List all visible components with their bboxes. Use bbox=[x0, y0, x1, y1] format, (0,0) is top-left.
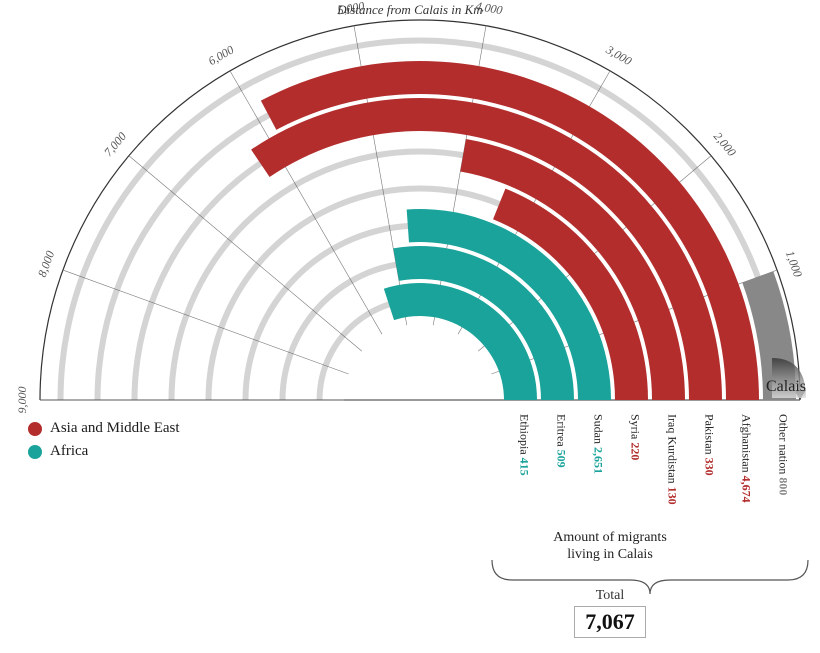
distance-tick-label: 1,000 bbox=[783, 249, 805, 279]
country-label-group: Iraq Kurdistan 130 bbox=[666, 414, 680, 505]
country-name: Afghanistan 4,674 bbox=[740, 414, 754, 503]
country-label-group: Ethiopia 415 bbox=[518, 414, 532, 476]
legend-item-africa: Africa bbox=[28, 443, 180, 460]
total-label: Total bbox=[470, 588, 750, 604]
legend-label-asia: Asia and Middle East bbox=[50, 420, 180, 437]
total-block: Total 7,067 bbox=[470, 588, 750, 638]
distance-tick-label: 6,000 bbox=[206, 43, 236, 69]
calais-label: Calais bbox=[766, 378, 806, 396]
legend-item-asia: Asia and Middle East bbox=[28, 420, 180, 437]
country-name: Iraq Kurdistan 130 bbox=[666, 414, 680, 505]
country-label-group: Sudan 2,651 bbox=[592, 414, 606, 474]
total-value: 7,067 bbox=[574, 606, 646, 638]
country-label-group: Eritrea 509 bbox=[555, 414, 569, 468]
country-label-group: Syria 220 bbox=[629, 414, 643, 460]
amount-caption-line2: living in Calais bbox=[567, 547, 653, 562]
distance-tick-label: 8,000 bbox=[35, 249, 57, 279]
distance-tick-label: 2,000 bbox=[711, 129, 739, 159]
axis-title: Distance from Calais in Km bbox=[0, 2, 820, 18]
country-name: Eritrea 509 bbox=[555, 414, 569, 468]
country-name: Ethiopia 415 bbox=[518, 414, 532, 476]
country-name: Syria 220 bbox=[629, 414, 643, 460]
country-name: Pakistan 330 bbox=[703, 414, 717, 476]
country-label-group: Pakistan 330 bbox=[703, 414, 717, 476]
country-name: Sudan 2,651 bbox=[592, 414, 606, 474]
legend-label-africa: Africa bbox=[50, 443, 88, 460]
amount-caption: Amount of migrants living in Calais bbox=[470, 530, 750, 564]
legend: Asia and Middle East Africa bbox=[28, 420, 180, 466]
distance-tick-label: 7,000 bbox=[101, 129, 129, 159]
country-label-group: Other nation 800 bbox=[777, 414, 791, 495]
country-name: Other nation 800 bbox=[777, 414, 791, 495]
radial-chart-container: Distance from Calais in Km 1,000 2,000 3,0… bbox=[0, 0, 820, 653]
swatch-asia bbox=[28, 422, 42, 436]
distance-tick-label: 3,000 bbox=[603, 42, 634, 68]
amount-caption-line1: Amount of migrants bbox=[553, 530, 667, 545]
distance-tick-label: 9,000 bbox=[15, 387, 29, 414]
swatch-africa bbox=[28, 445, 42, 459]
country-label-group: Afghanistan 4,674 bbox=[740, 414, 754, 503]
